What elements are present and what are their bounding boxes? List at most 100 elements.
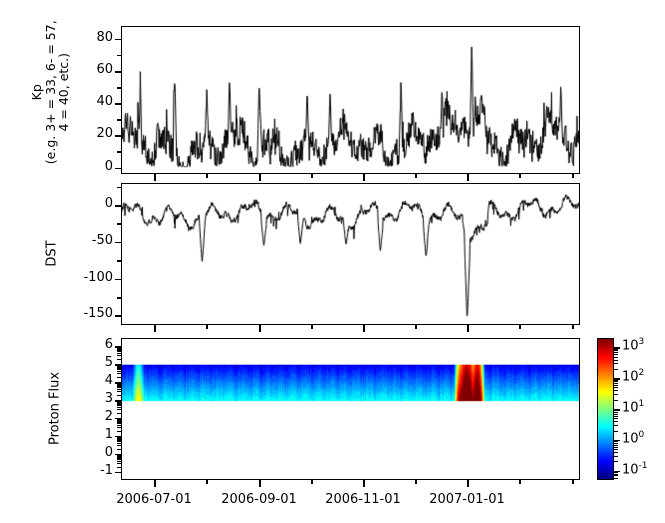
- pf-ytick-label: 1: [104, 426, 113, 442]
- colorbar-tick-minor: [614, 354, 618, 356]
- xtick-major-kp: [363, 174, 365, 181]
- xtick-minor-pf: [415, 480, 417, 484]
- colorbar-tick-minor: [614, 418, 618, 420]
- pf-ytick-minor: [117, 355, 121, 357]
- colorbar-tick-minor: [614, 425, 618, 427]
- colorbar-tick-minor: [614, 421, 618, 423]
- xtick-major-kp: [259, 174, 261, 181]
- colorbar-tick-minor: [614, 415, 618, 417]
- kp-ytick-label: 80: [96, 29, 113, 45]
- xtick-minor-dst: [572, 325, 574, 329]
- colorbar-tick-minor: [614, 472, 618, 474]
- dst-ytick-major: [115, 205, 121, 207]
- dst-ytick-minor: [117, 223, 121, 225]
- pf-ytick-label: 4: [104, 373, 113, 389]
- pf-ytick-minor: [117, 400, 121, 402]
- pf-ytick-major: [115, 346, 121, 348]
- xtick-minor-dst: [206, 325, 208, 329]
- colorbar-tick-major: [614, 470, 620, 473]
- pf-ytick-minor: [117, 405, 121, 407]
- xtick-major-pf: [259, 480, 261, 487]
- pf-ytick-minor: [117, 365, 121, 367]
- xtick-major-dst: [154, 325, 156, 332]
- dst-ytick-major: [115, 315, 121, 317]
- colorbar-tick-minor: [614, 446, 618, 448]
- pf-ytick-major: [115, 400, 121, 402]
- kp-ytick-major: [115, 38, 121, 41]
- pf-ytick-minor: [117, 386, 121, 388]
- kp-ytick-major: [115, 135, 121, 137]
- pf-ytick-minor: [117, 348, 121, 350]
- kp-ytick-major: [115, 167, 121, 170]
- xaxis-tick-label: 2006-07-01: [116, 492, 192, 507]
- colorbar-tick-major: [614, 409, 620, 411]
- colorbar-tick-minor: [614, 413, 618, 415]
- colorbar-tick-major: [614, 378, 620, 380]
- colorbar-tick-minor: [614, 477, 618, 479]
- pf-ytick-minor: [117, 454, 121, 456]
- dst-ytick-major: [115, 241, 121, 244]
- pf-ytick-label: 6: [104, 337, 113, 353]
- pf-ytick-minor: [117, 402, 121, 404]
- dst-ytick-label: -100: [83, 269, 113, 285]
- pf-ytick-minor: [117, 350, 121, 352]
- pf-ytick-minor: [117, 371, 121, 373]
- kp-ytick-minor: [117, 87, 121, 89]
- pf-ytick-minor: [117, 436, 121, 438]
- dst-ytick-label: -150: [83, 306, 113, 322]
- xtick-minor-dst: [311, 325, 313, 329]
- pf-ytick-major: [115, 364, 121, 366]
- pf-ytick-minor: [117, 437, 121, 439]
- pf-ytick-minor: [117, 418, 121, 420]
- colorbar-tick-label: 103: [622, 337, 644, 353]
- xaxis-tick-label: 2007-01-01: [429, 492, 505, 507]
- pf-ytick-minor: [117, 466, 121, 468]
- xtick-minor-kp: [519, 174, 521, 178]
- pf-ytick-minor: [117, 368, 121, 370]
- dst-ytick-label: 0: [104, 196, 113, 212]
- kp-ytick-minor: [117, 119, 121, 121]
- xtick-minor-kp: [572, 174, 574, 178]
- pf-ytick-minor: [117, 351, 121, 353]
- colorbar-tick-minor: [614, 381, 618, 383]
- colorbar-gradient: [598, 339, 613, 479]
- colorbar-tick-major: [614, 439, 620, 442]
- xtick-minor-pf: [519, 480, 521, 484]
- xtick-minor-pf: [311, 480, 313, 484]
- pf-ytick-minor: [117, 455, 121, 457]
- pf-ytick-minor: [117, 459, 121, 461]
- pf-ytick-minor: [117, 394, 121, 396]
- kp-timeseries-plot: [122, 27, 579, 173]
- colorbar-tick-minor: [614, 444, 618, 446]
- pf-ytick-minor: [117, 412, 121, 414]
- colorbar-label-exponent: -1: [638, 460, 648, 471]
- colorbar-tick-minor: [614, 379, 618, 381]
- colorbar-label-base: 10: [622, 400, 639, 416]
- xaxis-tick-label: 2006-11-01: [325, 492, 401, 507]
- pf-ytick-minor: [117, 423, 121, 425]
- pf-ytick-minor: [117, 421, 121, 423]
- pf-ytick-minor: [117, 420, 121, 422]
- colorbar-tick-minor: [614, 442, 618, 444]
- colorbar-tick-major: [614, 347, 620, 349]
- pf-ytick-minor: [117, 439, 121, 441]
- colorbar-tick-minor: [614, 449, 618, 451]
- colorbar: [597, 338, 614, 480]
- colorbar-label-exponent: 1: [638, 399, 645, 409]
- colorbar-tick-minor: [614, 359, 618, 361]
- xtick-major-pf: [467, 480, 469, 487]
- colorbar-tick-minor: [614, 348, 618, 350]
- colorbar-label-base: 10: [622, 462, 639, 478]
- colorbar-tick-label: 100: [622, 430, 644, 446]
- kp-ytick-minor: [117, 54, 121, 57]
- pf-ytick-major: [115, 471, 121, 474]
- xtick-major-dst: [259, 325, 261, 332]
- panel-kp: [121, 26, 580, 174]
- pf-ytick-minor: [117, 376, 121, 378]
- pf-ytick-minor: [117, 443, 121, 445]
- pf-ytick-major: [115, 382, 121, 384]
- colorbar-tick-minor: [614, 390, 618, 392]
- kp-ytick-minor: [117, 151, 121, 153]
